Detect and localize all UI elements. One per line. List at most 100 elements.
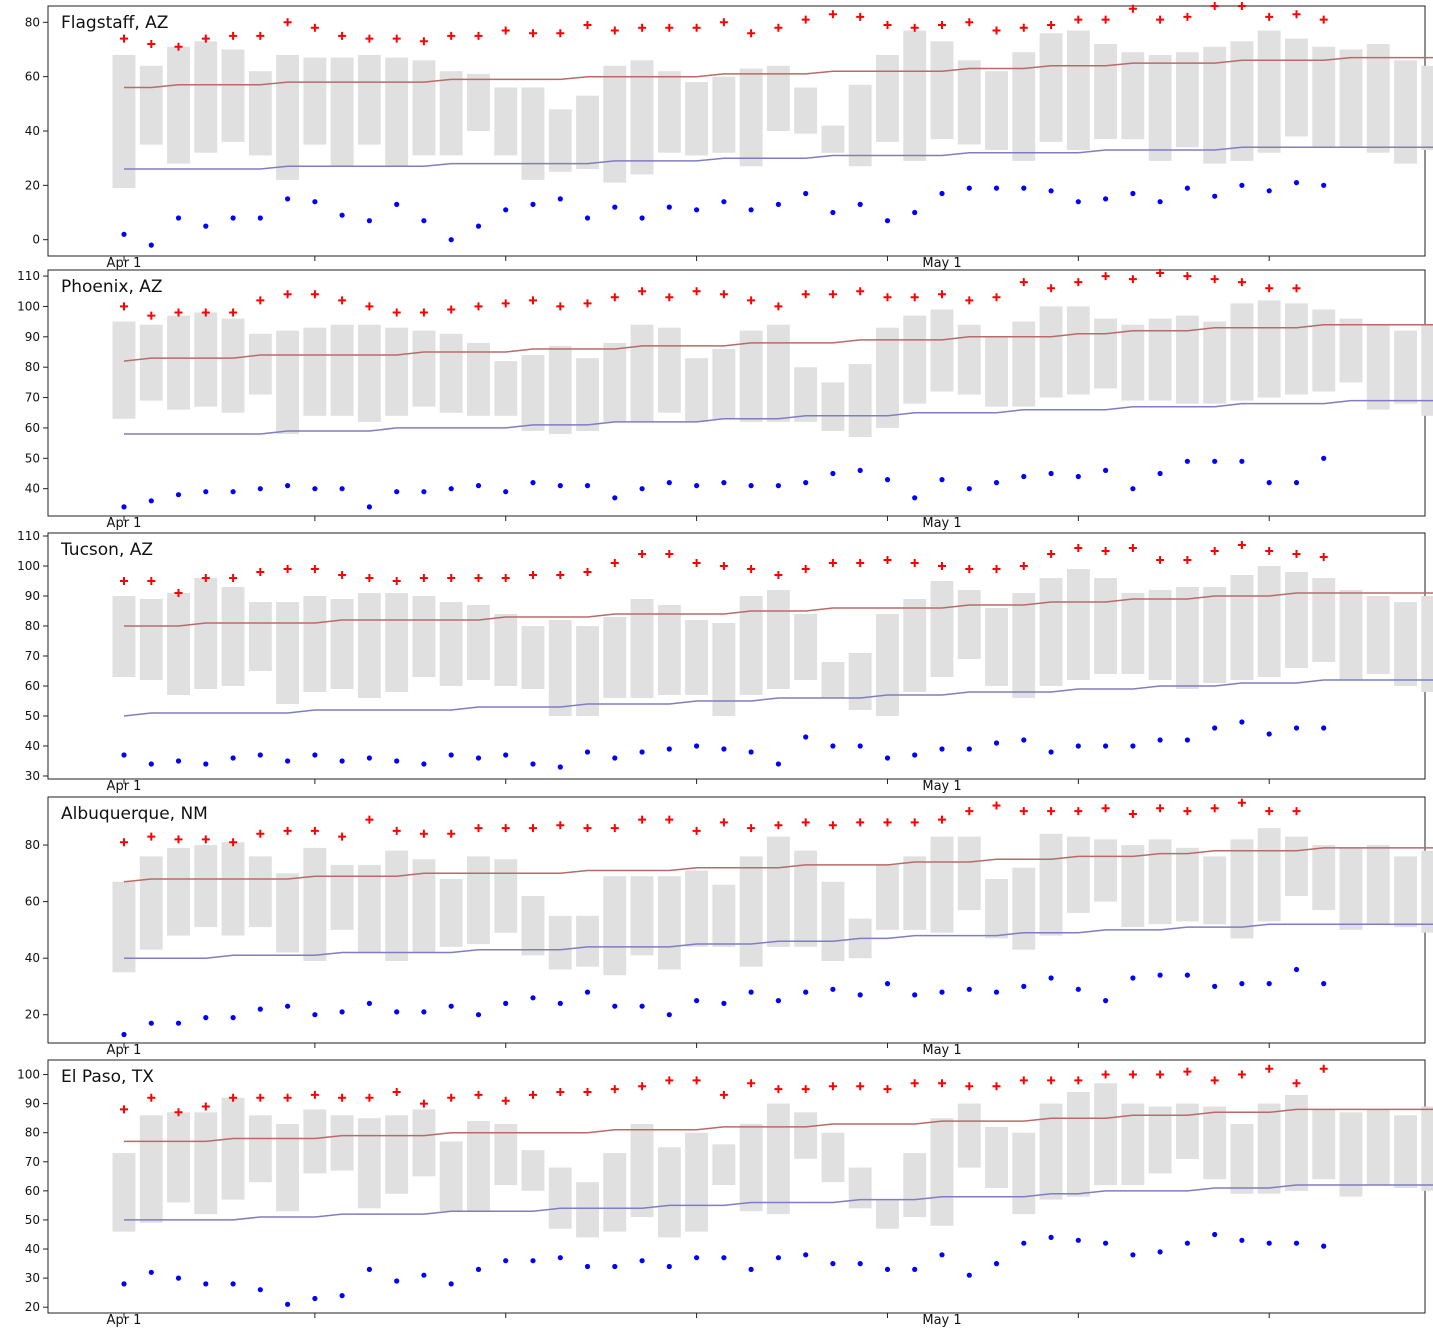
record-high-marker <box>747 296 756 305</box>
y-tick-label: 40 <box>25 951 40 965</box>
range-bar <box>1285 303 1308 395</box>
range-bar <box>1366 1109 1390 1185</box>
record-low-marker <box>1075 743 1081 749</box>
record-low-marker <box>203 761 209 767</box>
range-bar <box>1257 300 1281 398</box>
y-tick-label: 80 <box>25 1126 40 1140</box>
record-high-marker <box>828 559 837 567</box>
record-high-marker <box>1128 544 1137 552</box>
record-low-marker <box>1048 470 1054 477</box>
record-low-marker <box>1184 737 1190 743</box>
record-low-marker <box>175 1020 182 1026</box>
record-low-marker <box>121 1031 127 1038</box>
record-high-marker <box>447 574 456 582</box>
range-bar <box>766 324 790 422</box>
record-high-marker <box>1074 278 1083 287</box>
range-bar <box>1066 30 1090 151</box>
range-bar <box>603 876 627 976</box>
record-high-marker <box>338 1093 347 1102</box>
range-bar <box>167 315 190 410</box>
range-bar <box>521 87 545 180</box>
record-high-marker <box>1292 10 1301 19</box>
range-bar <box>1066 836 1090 913</box>
range-bar <box>1012 52 1036 161</box>
record-high-marker <box>638 1082 647 1091</box>
record-low-marker <box>939 989 945 995</box>
normal-high-line <box>123 847 1433 883</box>
record-high-marker <box>938 290 946 299</box>
record-high-marker <box>992 26 1001 35</box>
record-low-marker <box>584 989 591 995</box>
record-high-marker <box>583 824 592 833</box>
range-bar <box>357 1118 381 1209</box>
record-low-marker <box>612 495 618 501</box>
record-high-marker <box>147 577 156 585</box>
record-high-marker <box>965 18 974 27</box>
x-tick-label: May 1 <box>922 779 961 794</box>
record-low-marker <box>884 218 891 224</box>
record-high-marker <box>638 287 647 296</box>
range-bar <box>630 876 654 956</box>
panel-title: Flagstaff, AZ <box>61 13 168 33</box>
record-low-marker <box>312 486 318 492</box>
record-high-marker <box>1047 1076 1056 1085</box>
range-bar <box>548 915 572 970</box>
y-tick-label: 40 <box>25 124 40 138</box>
range-bar <box>712 349 736 419</box>
record-high-marker <box>747 565 756 573</box>
record-high-marker <box>910 559 919 567</box>
range-bar <box>1148 839 1172 925</box>
record-high-marker <box>1156 804 1165 813</box>
range-bar <box>112 54 136 189</box>
record-low-marker <box>121 752 127 758</box>
y-tick-label: 60 <box>25 895 40 909</box>
plot-frame <box>47 1059 1426 1314</box>
range-bar <box>576 95 599 170</box>
record-high-marker <box>256 31 265 40</box>
record-high-marker <box>447 829 456 838</box>
record-low-marker <box>394 1278 400 1284</box>
record-high-marker <box>719 290 728 299</box>
range-bar <box>1312 845 1336 911</box>
range-bar <box>439 71 463 156</box>
range-bar <box>1285 38 1308 137</box>
record-low-marker <box>475 483 482 489</box>
record-high-marker <box>938 21 946 29</box>
record-high-marker <box>1183 272 1192 281</box>
range-bar <box>276 873 299 953</box>
range-bar <box>439 1141 463 1212</box>
range-bar <box>357 54 381 145</box>
range-bar <box>657 876 681 970</box>
record-high-marker <box>392 308 401 317</box>
record-high-marker <box>774 571 783 579</box>
range-bar <box>630 599 654 698</box>
range-bar <box>1366 324 1390 410</box>
record-high-marker <box>392 577 401 585</box>
record-high-marker <box>229 1093 238 1102</box>
range-bar <box>1148 1106 1172 1174</box>
range-bar <box>794 1112 818 1159</box>
normal-low-line <box>124 1184 1433 1221</box>
record-low-marker <box>584 483 591 489</box>
record-low-marker <box>394 758 400 764</box>
record-high-marker <box>1237 798 1246 807</box>
record-low-marker <box>1048 188 1054 194</box>
record-high-marker <box>883 21 892 29</box>
record-high-marker <box>447 305 456 314</box>
record-low-marker <box>884 981 891 987</box>
range-bar <box>1121 1103 1145 1185</box>
record-low-marker <box>1212 983 1218 990</box>
range-bar <box>330 864 354 930</box>
record-high-marker <box>174 835 183 844</box>
range-bar <box>1394 330 1417 404</box>
record-high-marker <box>774 821 783 830</box>
record-high-marker <box>1074 807 1083 816</box>
record-low-marker <box>1048 749 1054 755</box>
record-high-marker <box>1156 15 1165 24</box>
record-high-marker <box>392 34 401 43</box>
record-low-marker <box>584 749 591 755</box>
record-low-marker <box>366 1000 372 1007</box>
range-bar <box>276 602 299 704</box>
record-low-marker <box>230 215 236 221</box>
panel-title: Tucson, AZ <box>60 540 153 560</box>
